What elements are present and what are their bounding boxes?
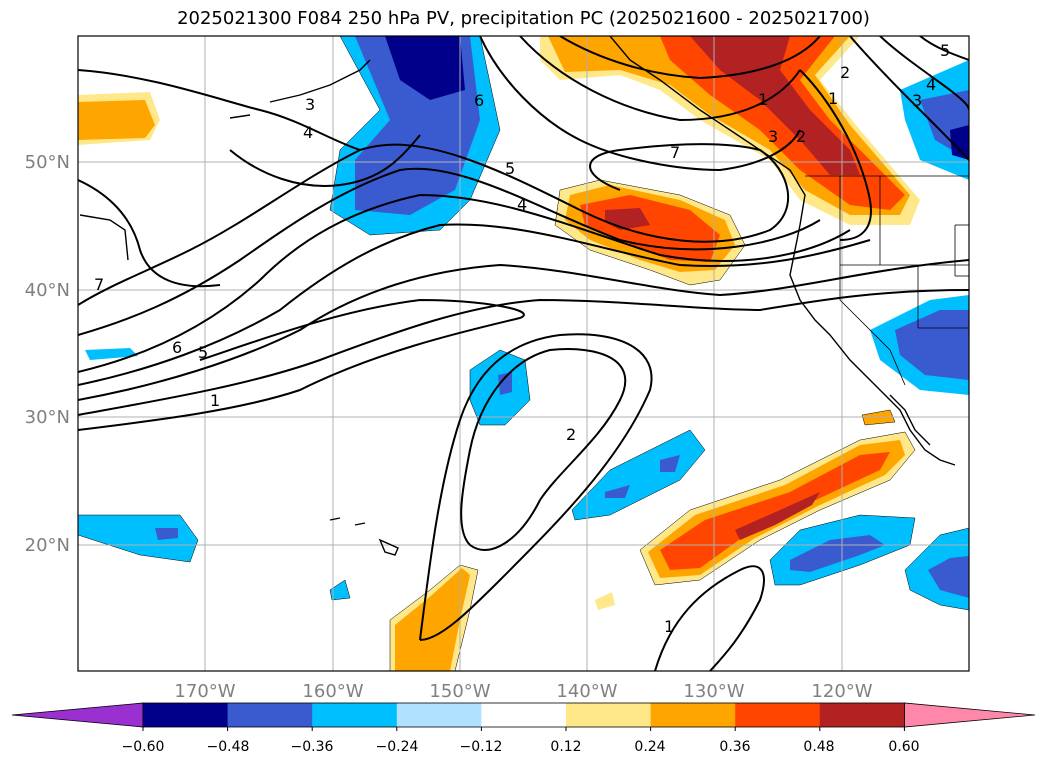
colorbar-tick-label: −0.36 — [291, 739, 334, 755]
precip-negative-fields — [78, 36, 969, 611]
colorbar-extension-high — [904, 702, 1036, 728]
contour-label: 5 — [505, 159, 515, 178]
contour-label: 7 — [670, 143, 680, 162]
map-panel: 3 4 7 6 5 1 6 5 4 7 2 1 1 3 2 1 2 3 4 5 — [78, 36, 969, 671]
colorbar-tick-label: 0.36 — [719, 739, 750, 755]
colorbar — [11, 702, 1036, 731]
colorbar-bin — [312, 703, 398, 727]
longitude-labels: 170°W 160°W 150°W 140°W 130°W 120°W — [174, 681, 872, 702]
coastlines — [79, 36, 956, 556]
colorbar-tick-label: 0.60 — [888, 739, 919, 755]
colorbar-frame — [142, 702, 905, 728]
colorbar-bin — [735, 703, 821, 727]
contour-label: 1 — [828, 89, 838, 108]
contour-label: 6 — [172, 338, 182, 357]
colorbar-tick-label: 0.24 — [634, 739, 665, 755]
contour-label: 3 — [912, 91, 922, 110]
colorbar-bin — [143, 703, 229, 727]
lat-label: 50°N — [25, 152, 70, 173]
colorbar-tick-label: 0.12 — [550, 739, 581, 755]
contour-label: 1 — [210, 391, 220, 410]
contour-label: 3 — [768, 127, 778, 146]
lon-label: 160°W — [302, 681, 363, 702]
contour-label: 2 — [796, 127, 806, 146]
colorbar-bin — [481, 703, 567, 727]
contour-label: 6 — [474, 91, 484, 110]
lon-label: 130°W — [683, 681, 744, 702]
lat-label: 20°N — [25, 535, 70, 556]
contour-label: 7 — [94, 275, 104, 294]
pv-contours — [78, 36, 969, 671]
map-frame — [77, 35, 970, 672]
contour-label: 1 — [758, 90, 768, 109]
colorbar-ticks: −0.60 −0.48 −0.36 −0.24 −0.12 0.12 0.24 … — [122, 739, 920, 755]
contour-label: 5 — [940, 41, 950, 60]
colorbar-tick-label: −0.12 — [460, 739, 503, 755]
colorbar-bin — [650, 703, 736, 727]
contour-label: 2 — [840, 63, 850, 82]
lat-label: 30°N — [25, 407, 70, 428]
colorbar-bin — [227, 703, 313, 727]
colorbar-tick-label: −0.48 — [207, 739, 250, 755]
map-title: 2025021300 F084 250 hPa PV, precipitatio… — [177, 8, 870, 29]
lon-label: 170°W — [174, 681, 235, 702]
contour-label: 4 — [926, 75, 936, 94]
contour-labels: 3 4 7 6 5 1 6 5 4 7 2 1 1 3 2 1 2 3 4 5 — [94, 41, 950, 636]
gridlines — [78, 36, 969, 671]
contour-label: 4 — [303, 123, 313, 142]
lon-label: 150°W — [429, 681, 490, 702]
colorbar-tick-label: −0.24 — [376, 739, 419, 755]
contour-label: 3 — [305, 95, 315, 114]
contour-label: 2 — [566, 425, 576, 444]
colorbar-bin — [566, 703, 652, 727]
colorbar-tick-label: 0.48 — [803, 739, 834, 755]
colorbar-tick-label: −0.60 — [122, 739, 165, 755]
lon-label: 120°W — [811, 681, 872, 702]
colorbar-bin — [396, 703, 482, 727]
contour-label: 1 — [664, 617, 674, 636]
contour-label: 5 — [198, 343, 208, 362]
lon-label: 140°W — [556, 681, 617, 702]
colorbar-extension-low — [11, 702, 144, 728]
colorbar-bin — [819, 703, 905, 727]
political-borders — [805, 175, 969, 386]
lat-label: 40°N — [25, 280, 70, 301]
contour-label: 4 — [517, 195, 527, 214]
latitude-labels: 50°N 40°N 30°N 20°N — [25, 152, 70, 556]
